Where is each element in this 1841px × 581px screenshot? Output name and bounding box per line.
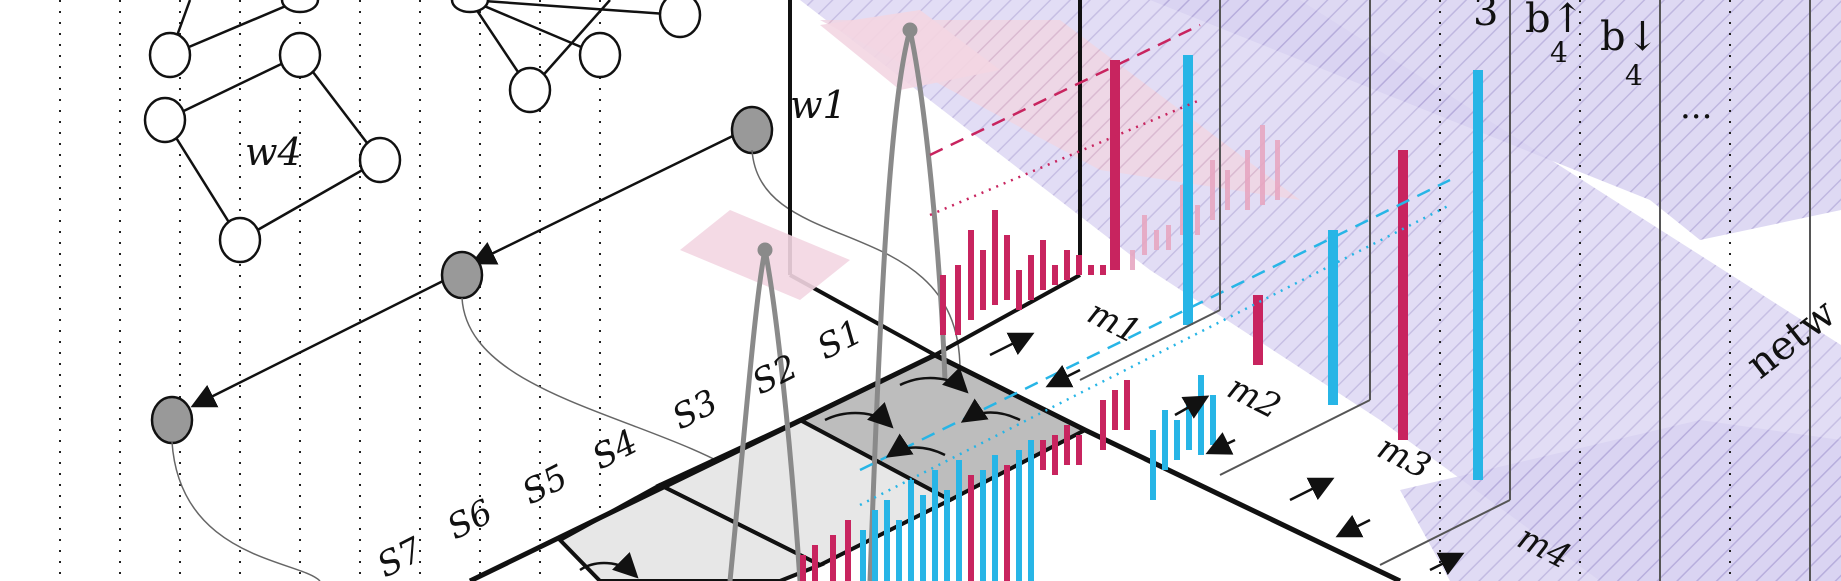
label-b4-down-sub: 4 [1625,59,1643,92]
peak-glow-1 [820,10,1000,90]
site-label-s5: S5 [516,457,574,513]
site-label-s1: S1 [811,312,869,368]
mode-planes [1079,0,1811,581]
top-graph-right [450,0,702,114]
ancilla-chain [150,105,961,581]
label-b4-up: b↑ [1525,0,1584,42]
label-b4-down: b↓ [1600,14,1659,60]
spectrum-plane-1 [940,60,1120,335]
mode-label-m1: m1 [1081,292,1147,352]
spectrum-plane-1-fade [1130,125,1280,270]
spin-labels: 3 b↑ 4 b↓ 4 ... [1473,0,1712,127]
ancilla-node-3 [150,395,194,445]
dashed-levels [859,23,1451,507]
site-label-s4: S4 [586,422,644,478]
bar-cyan-1 [1183,55,1193,325]
node-label-w4: w4 [245,130,302,174]
label-b4-up-sub: 4 [1550,36,1568,69]
bar-cyan-2 [1328,230,1338,405]
bar-magenta-3 [1398,150,1408,440]
mode-label-m2: m2 [1221,367,1287,427]
node-label-w1: w1 [790,83,847,127]
site-label-s6: S6 [441,492,499,548]
bar-magenta-2 [1253,295,1263,365]
gray-peaks [727,22,948,581]
ellipsis-label: ... [1680,87,1712,127]
ancilla-node-2 [440,250,484,300]
ancilla-node-1 [730,105,774,155]
flow-arrows [579,332,1465,579]
spectrum-plane-3 [800,440,1034,581]
site-label-s3: S3 [666,382,724,438]
site-label-s2: S2 [746,347,804,403]
label-three: 3 [1473,0,1498,35]
top-graph-left [143,0,402,264]
dotted-guides [59,0,1731,581]
bar-cyan-3 [1473,70,1483,480]
